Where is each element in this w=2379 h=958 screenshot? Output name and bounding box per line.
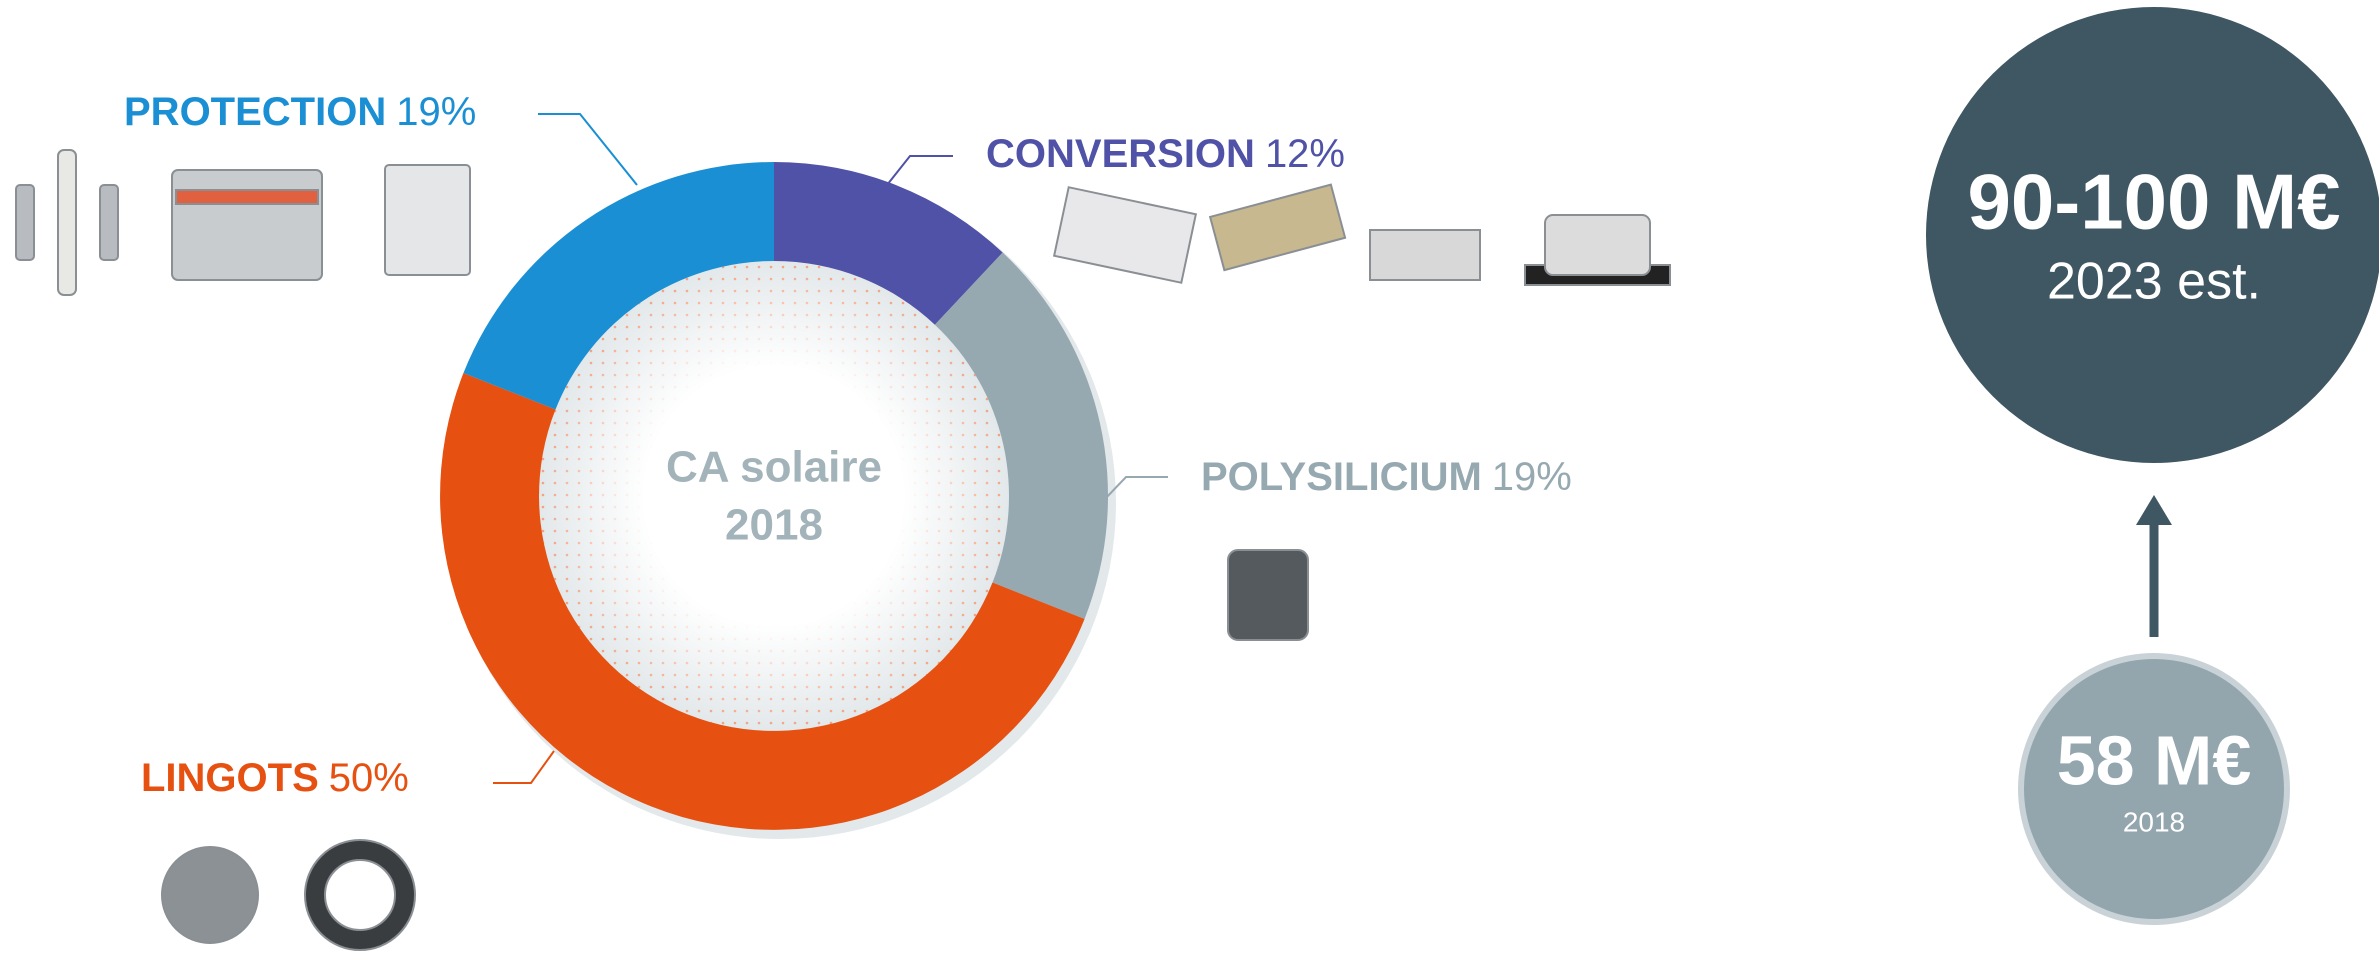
- donut-segment: [934, 252, 1108, 619]
- leader-line: [493, 750, 555, 784]
- forecast-year: 2023 est.: [2047, 253, 2261, 311]
- current-value: 58 M€: [2057, 721, 2252, 799]
- value-label: 19%: [396, 90, 476, 134]
- forecast-bubble: [1926, 7, 2379, 463]
- category-label: PROTECTION: [124, 90, 386, 134]
- donut-segment: [440, 373, 1085, 830]
- category-label: POLYSILICIUM: [1201, 455, 1482, 499]
- category-label: LINGOTS: [141, 756, 319, 800]
- value-label: 19%: [1492, 455, 1572, 499]
- value-label: 12%: [1265, 132, 1345, 176]
- value-label: 50%: [329, 756, 409, 800]
- segment-label: CONVERSION 12%: [986, 132, 1345, 176]
- segment-label: PROTECTION 19%: [124, 90, 476, 134]
- growth-arrowhead: [2136, 495, 2172, 525]
- donut-hole-fade: [539, 261, 1009, 731]
- leader-line: [1103, 476, 1168, 501]
- leader-line: [886, 155, 953, 186]
- segment-label: POLYSILICIUM 19%: [1201, 455, 1572, 499]
- donut-segment: [463, 162, 774, 410]
- segment-label: LINGOTS 50%: [141, 756, 409, 800]
- forecast-value: 90-100 M€: [1968, 158, 2341, 246]
- current-year: 2018: [2123, 806, 2185, 837]
- product-images: [15, 149, 1671, 951]
- current-bubble: [2018, 653, 2290, 925]
- center-label: 2018: [725, 501, 823, 550]
- center-label: CA solaire: [666, 443, 882, 492]
- leader-line: [538, 113, 638, 186]
- donut-segment: [774, 162, 1003, 325]
- category-label: CONVERSION: [986, 132, 1255, 176]
